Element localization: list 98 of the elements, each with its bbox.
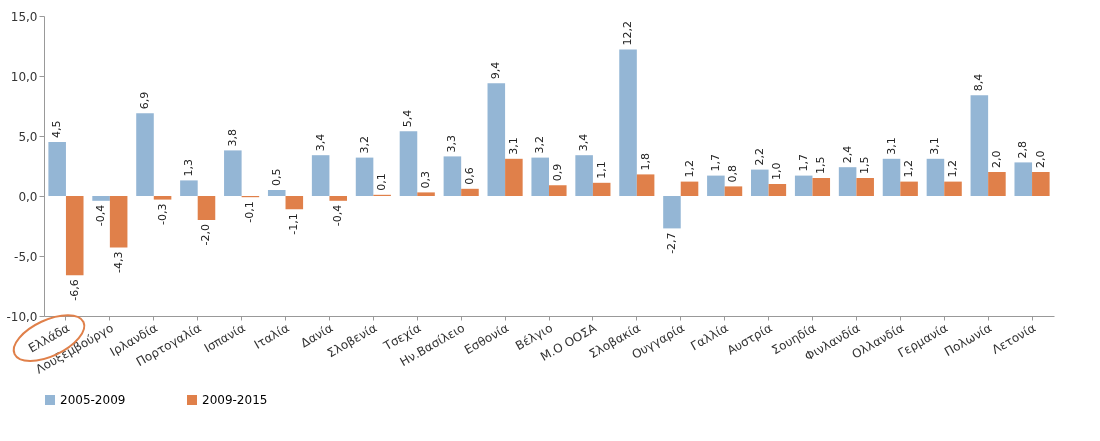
data-label: 0,6 — [462, 167, 476, 185]
data-label: 0,9 — [550, 163, 564, 182]
bar — [944, 181, 962, 196]
data-label: -6,6 — [67, 279, 81, 301]
bar — [636, 174, 655, 196]
data-label: -2,0 — [199, 224, 213, 246]
bar — [619, 49, 637, 196]
data-label: 12,2 — [621, 21, 635, 46]
data-label: 2,8 — [1016, 140, 1030, 159]
data-label: -0,1 — [243, 201, 257, 223]
data-label: 4,5 — [50, 120, 64, 138]
bar — [970, 95, 989, 196]
legend-label: 2009-2015 — [202, 393, 268, 407]
bar — [505, 158, 523, 196]
data-label: 2,0 — [989, 150, 1003, 168]
bar — [856, 178, 874, 196]
bar — [355, 157, 374, 196]
data-label: 3,4 — [313, 133, 327, 152]
bar — [153, 196, 172, 200]
data-label: 1,1 — [594, 161, 608, 179]
data-label: -0,3 — [155, 203, 169, 226]
data-label: 8,4 — [972, 73, 986, 92]
data-label: -4,3 — [111, 251, 125, 274]
bar — [768, 184, 787, 196]
y-tick-label: 15,0 — [10, 9, 38, 24]
data-label: -1,1 — [287, 213, 301, 235]
legend-label: 2005-2009 — [60, 393, 126, 407]
data-label: 2,4 — [840, 145, 854, 164]
bar — [663, 196, 681, 229]
data-label: 1,2 — [946, 160, 959, 178]
data-label: 1,0 — [770, 162, 784, 180]
bar — [1014, 162, 1033, 196]
data-label: 3,3 — [445, 134, 459, 153]
data-label: 3,2 — [357, 136, 371, 154]
bar — [65, 196, 84, 276]
data-label: 1,3 — [181, 158, 195, 177]
data-label: 2,2 — [752, 148, 766, 166]
data-label: 1,2 — [902, 160, 916, 178]
bar — [812, 178, 831, 196]
data-label: 3,1 — [884, 137, 898, 155]
data-label: 1,5 — [814, 156, 828, 174]
bar — [838, 167, 857, 196]
bar — [267, 190, 286, 196]
y-tick-label: -5,0 — [14, 249, 38, 264]
bar — [680, 181, 699, 196]
y-tick-label: 0,0 — [18, 189, 38, 204]
data-label: 0,5 — [269, 168, 283, 186]
bar — [136, 113, 154, 196]
data-label: 1,5 — [858, 156, 872, 174]
bar — [48, 142, 66, 196]
y-tick-label: 5,0 — [18, 129, 38, 144]
bar — [285, 196, 304, 210]
y-tick-label: -10,0 — [6, 309, 38, 324]
bar — [794, 175, 813, 196]
y-tick-label: 10,0 — [10, 69, 38, 84]
data-label: 1,7 — [796, 154, 810, 172]
bar — [882, 158, 901, 196]
data-label: -0,4 — [94, 204, 108, 227]
bar — [92, 196, 110, 201]
data-label: 5,4 — [401, 109, 415, 128]
data-label: 1,2 — [682, 160, 696, 178]
bar — [592, 182, 611, 196]
bar — [751, 169, 769, 196]
bar — [109, 196, 128, 248]
data-label: 0,8 — [726, 164, 740, 183]
data-label: 1,7 — [708, 154, 722, 172]
bar — [724, 186, 743, 196]
bar — [487, 83, 506, 196]
bar — [197, 196, 216, 220]
bar — [311, 155, 330, 196]
data-label: 6,9 — [138, 91, 151, 110]
bar — [329, 196, 347, 201]
bar — [224, 150, 242, 196]
bar — [988, 172, 1006, 196]
bar — [900, 181, 918, 196]
data-label: 3,8 — [225, 128, 239, 147]
data-label: 9,4 — [489, 61, 503, 80]
data-label: -2,7 — [664, 232, 678, 254]
data-label: 3,1 — [506, 137, 520, 155]
bar — [926, 158, 945, 196]
data-label: 3,2 — [533, 136, 547, 154]
bar — [399, 131, 418, 196]
data-label: 0,1 — [375, 173, 389, 191]
data-label: 3,1 — [928, 137, 942, 155]
data-label: 3,4 — [577, 133, 591, 152]
bar — [180, 180, 198, 196]
data-label: 1,8 — [638, 152, 652, 171]
data-label: -0,4 — [331, 204, 345, 227]
bar — [1032, 172, 1050, 196]
bar — [443, 156, 462, 196]
bar — [461, 188, 479, 196]
data-label: 2,0 — [1033, 150, 1047, 168]
bar — [575, 155, 593, 196]
bar — [531, 157, 549, 196]
bar — [417, 192, 435, 196]
bar — [549, 185, 567, 196]
bar — [707, 175, 725, 196]
data-label: 0,3 — [419, 170, 433, 189]
